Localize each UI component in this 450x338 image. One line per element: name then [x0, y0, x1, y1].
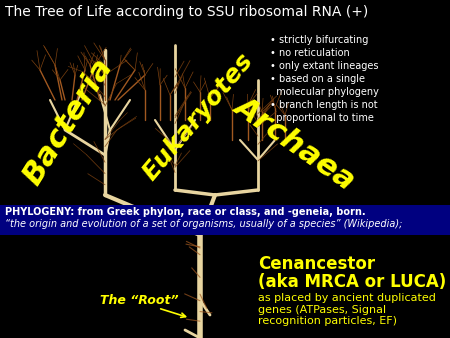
Text: as placed by ancient duplicated
genes (ATPases, Signal
recognition particles, EF: as placed by ancient duplicated genes (A…: [258, 293, 436, 326]
Text: • no reticulation: • no reticulation: [270, 48, 350, 58]
Text: Archaea: Archaea: [230, 91, 362, 195]
Text: The Tree of Life according to SSU ribosomal RNA (+): The Tree of Life according to SSU riboso…: [5, 5, 368, 19]
Text: • based on a single: • based on a single: [270, 74, 365, 84]
Text: PHYLOGENY: from Greek phylon, race or class, and -geneia, born.: PHYLOGENY: from Greek phylon, race or cl…: [5, 207, 365, 217]
Text: • strictly bifurcating: • strictly bifurcating: [270, 35, 369, 45]
Text: (aka MRCA or LUCA): (aka MRCA or LUCA): [258, 273, 446, 291]
Text: The “Root”: The “Root”: [100, 293, 179, 307]
Text: molecular phylogeny: molecular phylogeny: [270, 87, 379, 97]
Bar: [0, 205, 450, 235]
Text: proportional to time: proportional to time: [270, 113, 374, 123]
Text: • only extant lineages: • only extant lineages: [270, 61, 378, 71]
Text: “the origin and evolution of a set of organisms, usually of a species” (Wikipedi: “the origin and evolution of a set of or…: [5, 219, 402, 229]
Text: Bacteria: Bacteria: [18, 53, 118, 190]
Text: • branch length is not: • branch length is not: [270, 100, 378, 110]
Text: Cenancestor: Cenancestor: [258, 255, 375, 273]
Text: Eukaryotes: Eukaryotes: [138, 49, 258, 185]
